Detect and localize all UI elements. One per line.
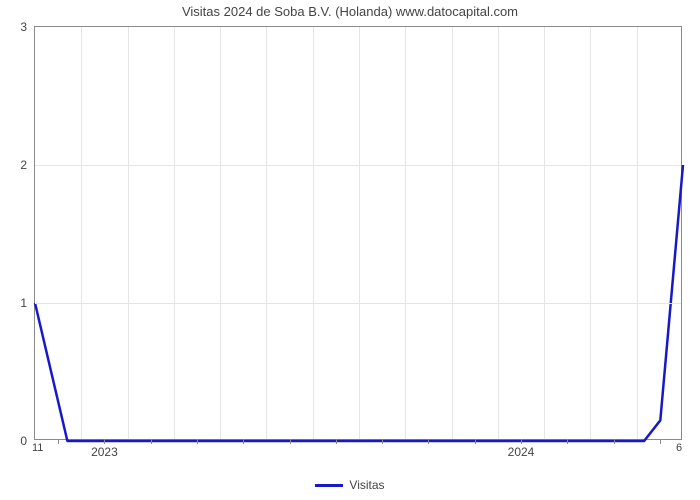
plot-area: 012320232024: [34, 26, 682, 440]
gridline-vertical: [544, 27, 545, 439]
legend: Visitas: [0, 478, 700, 492]
line-chart: Visitas 2024 de Soba B.V. (Holanda) www.…: [0, 0, 700, 500]
legend-swatch: [315, 484, 343, 487]
x-tick-mark: [290, 439, 291, 444]
x-tick-label: 2024: [508, 439, 535, 459]
x-tick-mark: [243, 439, 244, 444]
gridline-horizontal: [35, 303, 681, 304]
gridline-vertical: [313, 27, 314, 439]
x-tick-mark: [660, 439, 661, 444]
gridline-vertical: [359, 27, 360, 439]
y-tick-label: 1: [20, 296, 35, 310]
gridline-vertical: [637, 27, 638, 439]
x-tick-label: 2023: [91, 439, 118, 459]
corner-label-bottom-left: 11: [32, 442, 43, 454]
x-tick-mark: [336, 439, 337, 444]
x-tick-mark: [382, 439, 383, 444]
gridline-vertical: [452, 27, 453, 439]
gridline-vertical: [405, 27, 406, 439]
gridline-vertical: [266, 27, 267, 439]
gridline-vertical: [174, 27, 175, 439]
x-tick-mark: [614, 439, 615, 444]
corner-label-bottom-right: 6: [676, 442, 682, 454]
gridline-vertical: [128, 27, 129, 439]
gridline-horizontal: [35, 165, 681, 166]
x-tick-mark: [428, 439, 429, 444]
y-tick-label: 3: [20, 20, 35, 34]
gridline-vertical: [590, 27, 591, 439]
gridline-vertical: [220, 27, 221, 439]
gridline-vertical: [81, 27, 82, 439]
x-tick-mark: [475, 439, 476, 444]
gridline-vertical: [498, 27, 499, 439]
x-tick-mark: [58, 439, 59, 444]
x-tick-mark: [151, 439, 152, 444]
x-tick-mark: [567, 439, 568, 444]
chart-title: Visitas 2024 de Soba B.V. (Holanda) www.…: [0, 4, 700, 19]
y-tick-label: 2: [20, 158, 35, 172]
x-tick-mark: [197, 439, 198, 444]
legend-label: Visitas: [349, 478, 384, 492]
